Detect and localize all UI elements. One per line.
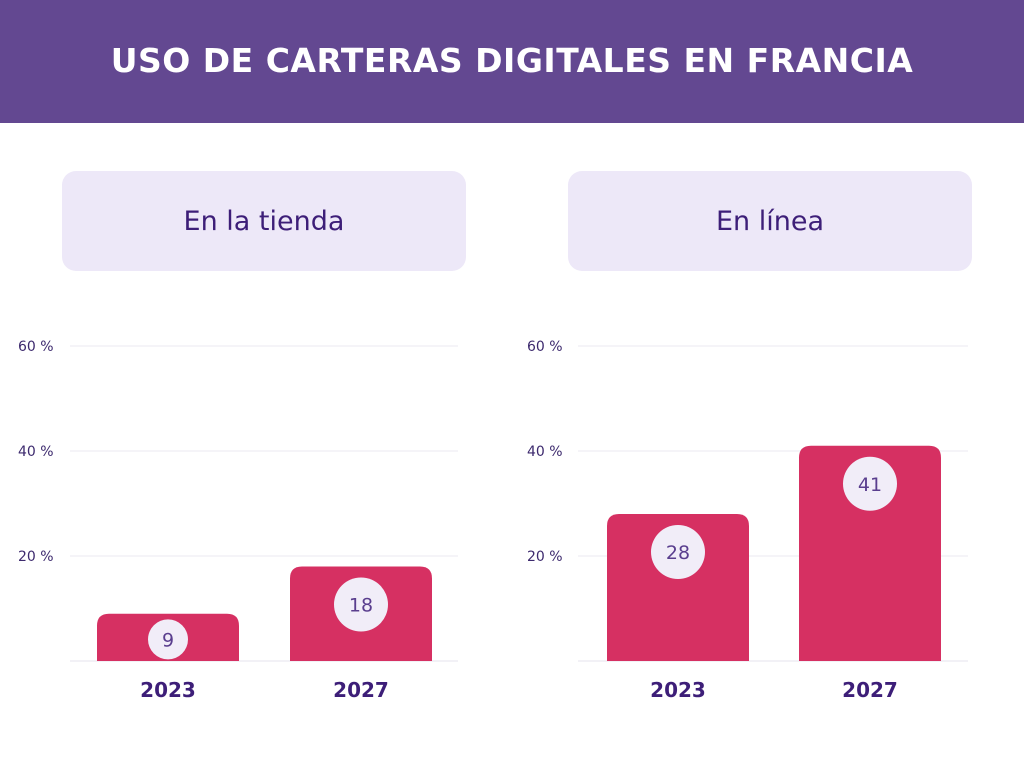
bar [799,445,941,661]
header-banner [0,0,1024,123]
y-tick-label: 60 % [527,339,563,355]
y-tick-label: 40 % [18,444,54,460]
value-label: 18 [349,595,373,617]
value-label: 28 [666,542,690,564]
page-title: USO DE CARTERAS DIGITALES EN FRANCIA [110,41,914,80]
bar [607,514,749,661]
value-label: 41 [858,474,882,496]
chart-title-online: En línea [568,171,972,271]
x-category-label: 2027 [333,678,389,702]
value-badge [148,619,188,660]
y-tick-label: 40 % [527,444,563,460]
x-category-label: 2023 [650,678,706,702]
chart-title-in-store: En la tienda [62,171,466,271]
value-badge [843,456,897,511]
value-badge [651,525,705,579]
y-tick-label: 20 % [527,549,563,565]
y-tick-label: 60 % [18,339,54,355]
x-category-label: 2023 [140,678,196,702]
value-badge [334,577,388,632]
y-tick-label: 20 % [18,549,54,565]
x-category-label: 2027 [842,678,898,702]
value-label: 9 [162,629,174,651]
